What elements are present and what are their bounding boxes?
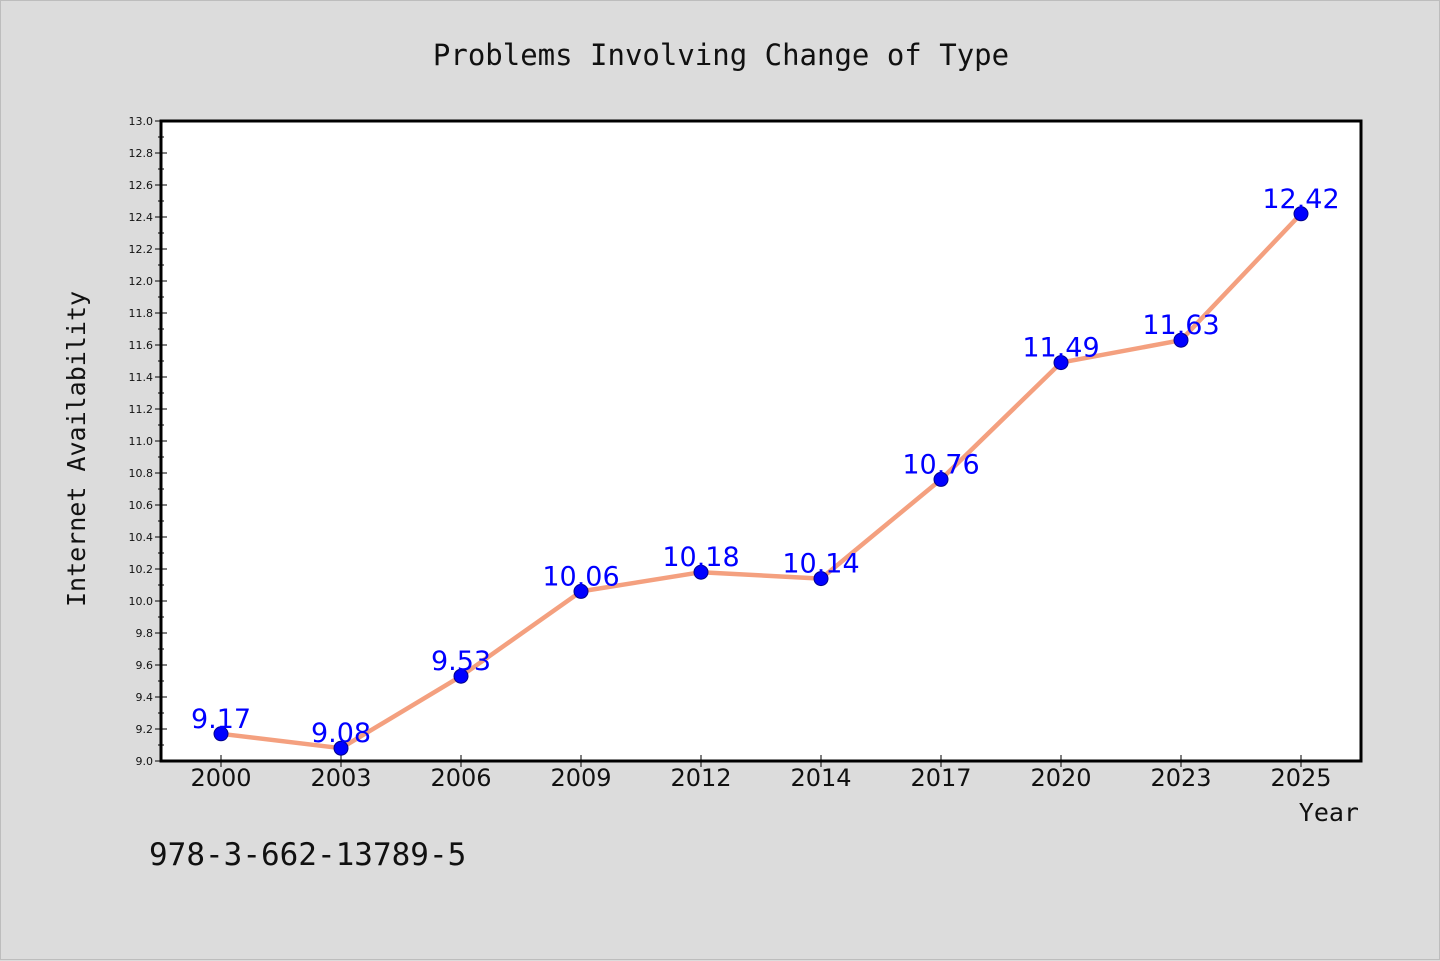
y-tick-label: 12.0 xyxy=(129,275,154,288)
x-tick-label: 2017 xyxy=(910,764,971,792)
y-tick-label: 9.8 xyxy=(136,627,154,640)
y-axis: 9.0 9.2 9.4 9.6 9.8 10.0 10.2 10.4 10.6 10.8 11.0 1… xyxy=(129,115,167,768)
y-tick-label: 13.0 xyxy=(129,115,154,128)
x-tick-label: 2025 xyxy=(1270,764,1331,792)
y-tick-label: 11.4 xyxy=(129,371,154,384)
y-tick-label: 9.4 xyxy=(136,691,154,704)
y-tick-label: 11.2 xyxy=(129,403,154,416)
footer-code: 978-3-662-13789-5 xyxy=(149,837,466,873)
y-tick-label: 12.8 xyxy=(129,147,154,160)
y-tick-label: 10.6 xyxy=(129,499,154,512)
x-axis-title: Year xyxy=(1299,798,1359,827)
x-tick-label: 2023 xyxy=(1150,764,1211,792)
data-point xyxy=(573,583,589,599)
data-point xyxy=(813,571,829,587)
y-tick-label: 10.2 xyxy=(129,563,154,576)
data-label: 11.63 xyxy=(1142,310,1219,341)
y-tick-label: 12.4 xyxy=(129,211,154,224)
x-tick-label: 2020 xyxy=(1030,764,1091,792)
data-label: 11.49 xyxy=(1022,333,1099,364)
y-tick-label: 11.8 xyxy=(129,307,154,320)
data-point xyxy=(1173,332,1189,348)
y-tick-label: 12.2 xyxy=(129,243,154,256)
y-tick-label: 9.2 xyxy=(136,723,154,736)
y-tick-label: 9.0 xyxy=(136,755,154,768)
data-point xyxy=(213,726,229,742)
y-tick-label: 10.0 xyxy=(129,595,154,608)
data-label: 12.42 xyxy=(1262,184,1339,215)
y-tick-label: 11.6 xyxy=(129,339,154,352)
data-label: 9.08 xyxy=(311,718,371,749)
data-point xyxy=(933,471,949,487)
y-tick-label: 11.0 xyxy=(129,435,154,448)
data-label: 10.06 xyxy=(542,561,619,592)
data-label-group: 9.17 9.08 9.53 10.06 10.18 10.14 10.76 11.49 11.… xyxy=(191,184,1340,749)
y-tick-label: 9.6 xyxy=(136,659,154,672)
x-tick-label: 2006 xyxy=(430,764,491,792)
series-line xyxy=(220,212,1303,751)
x-tick-label: 2000 xyxy=(190,764,251,792)
y-axis-title: Internet Availability xyxy=(62,291,91,607)
y-tick-label: 10.4 xyxy=(129,531,154,544)
x-tick-label: 2012 xyxy=(670,764,731,792)
data-point xyxy=(453,668,469,684)
series-line-group xyxy=(213,206,1309,756)
data-point xyxy=(1053,355,1069,371)
data-label: 10.76 xyxy=(902,449,979,480)
x-axis: 2000 2003 2006 2009 2012 2014 2017 2020 2023 2025 xyxy=(190,755,1332,792)
x-tick-label: 2009 xyxy=(550,764,611,792)
plot-area xyxy=(159,119,1363,763)
data-label: 10.18 xyxy=(662,542,739,573)
data-label: 10.14 xyxy=(782,549,859,580)
data-point xyxy=(693,564,709,580)
data-label: 9.53 xyxy=(431,646,491,677)
x-tick-label: 2014 xyxy=(790,764,851,792)
data-point xyxy=(333,740,349,756)
y-tick-label: 12.6 xyxy=(129,179,154,192)
chart-title: Problems Involving Change of Type xyxy=(433,38,1009,72)
x-tick-label: 2003 xyxy=(310,764,371,792)
data-label: 9.17 xyxy=(191,704,251,735)
y-tick-label: 10.8 xyxy=(129,467,154,480)
data-point xyxy=(1293,206,1309,222)
